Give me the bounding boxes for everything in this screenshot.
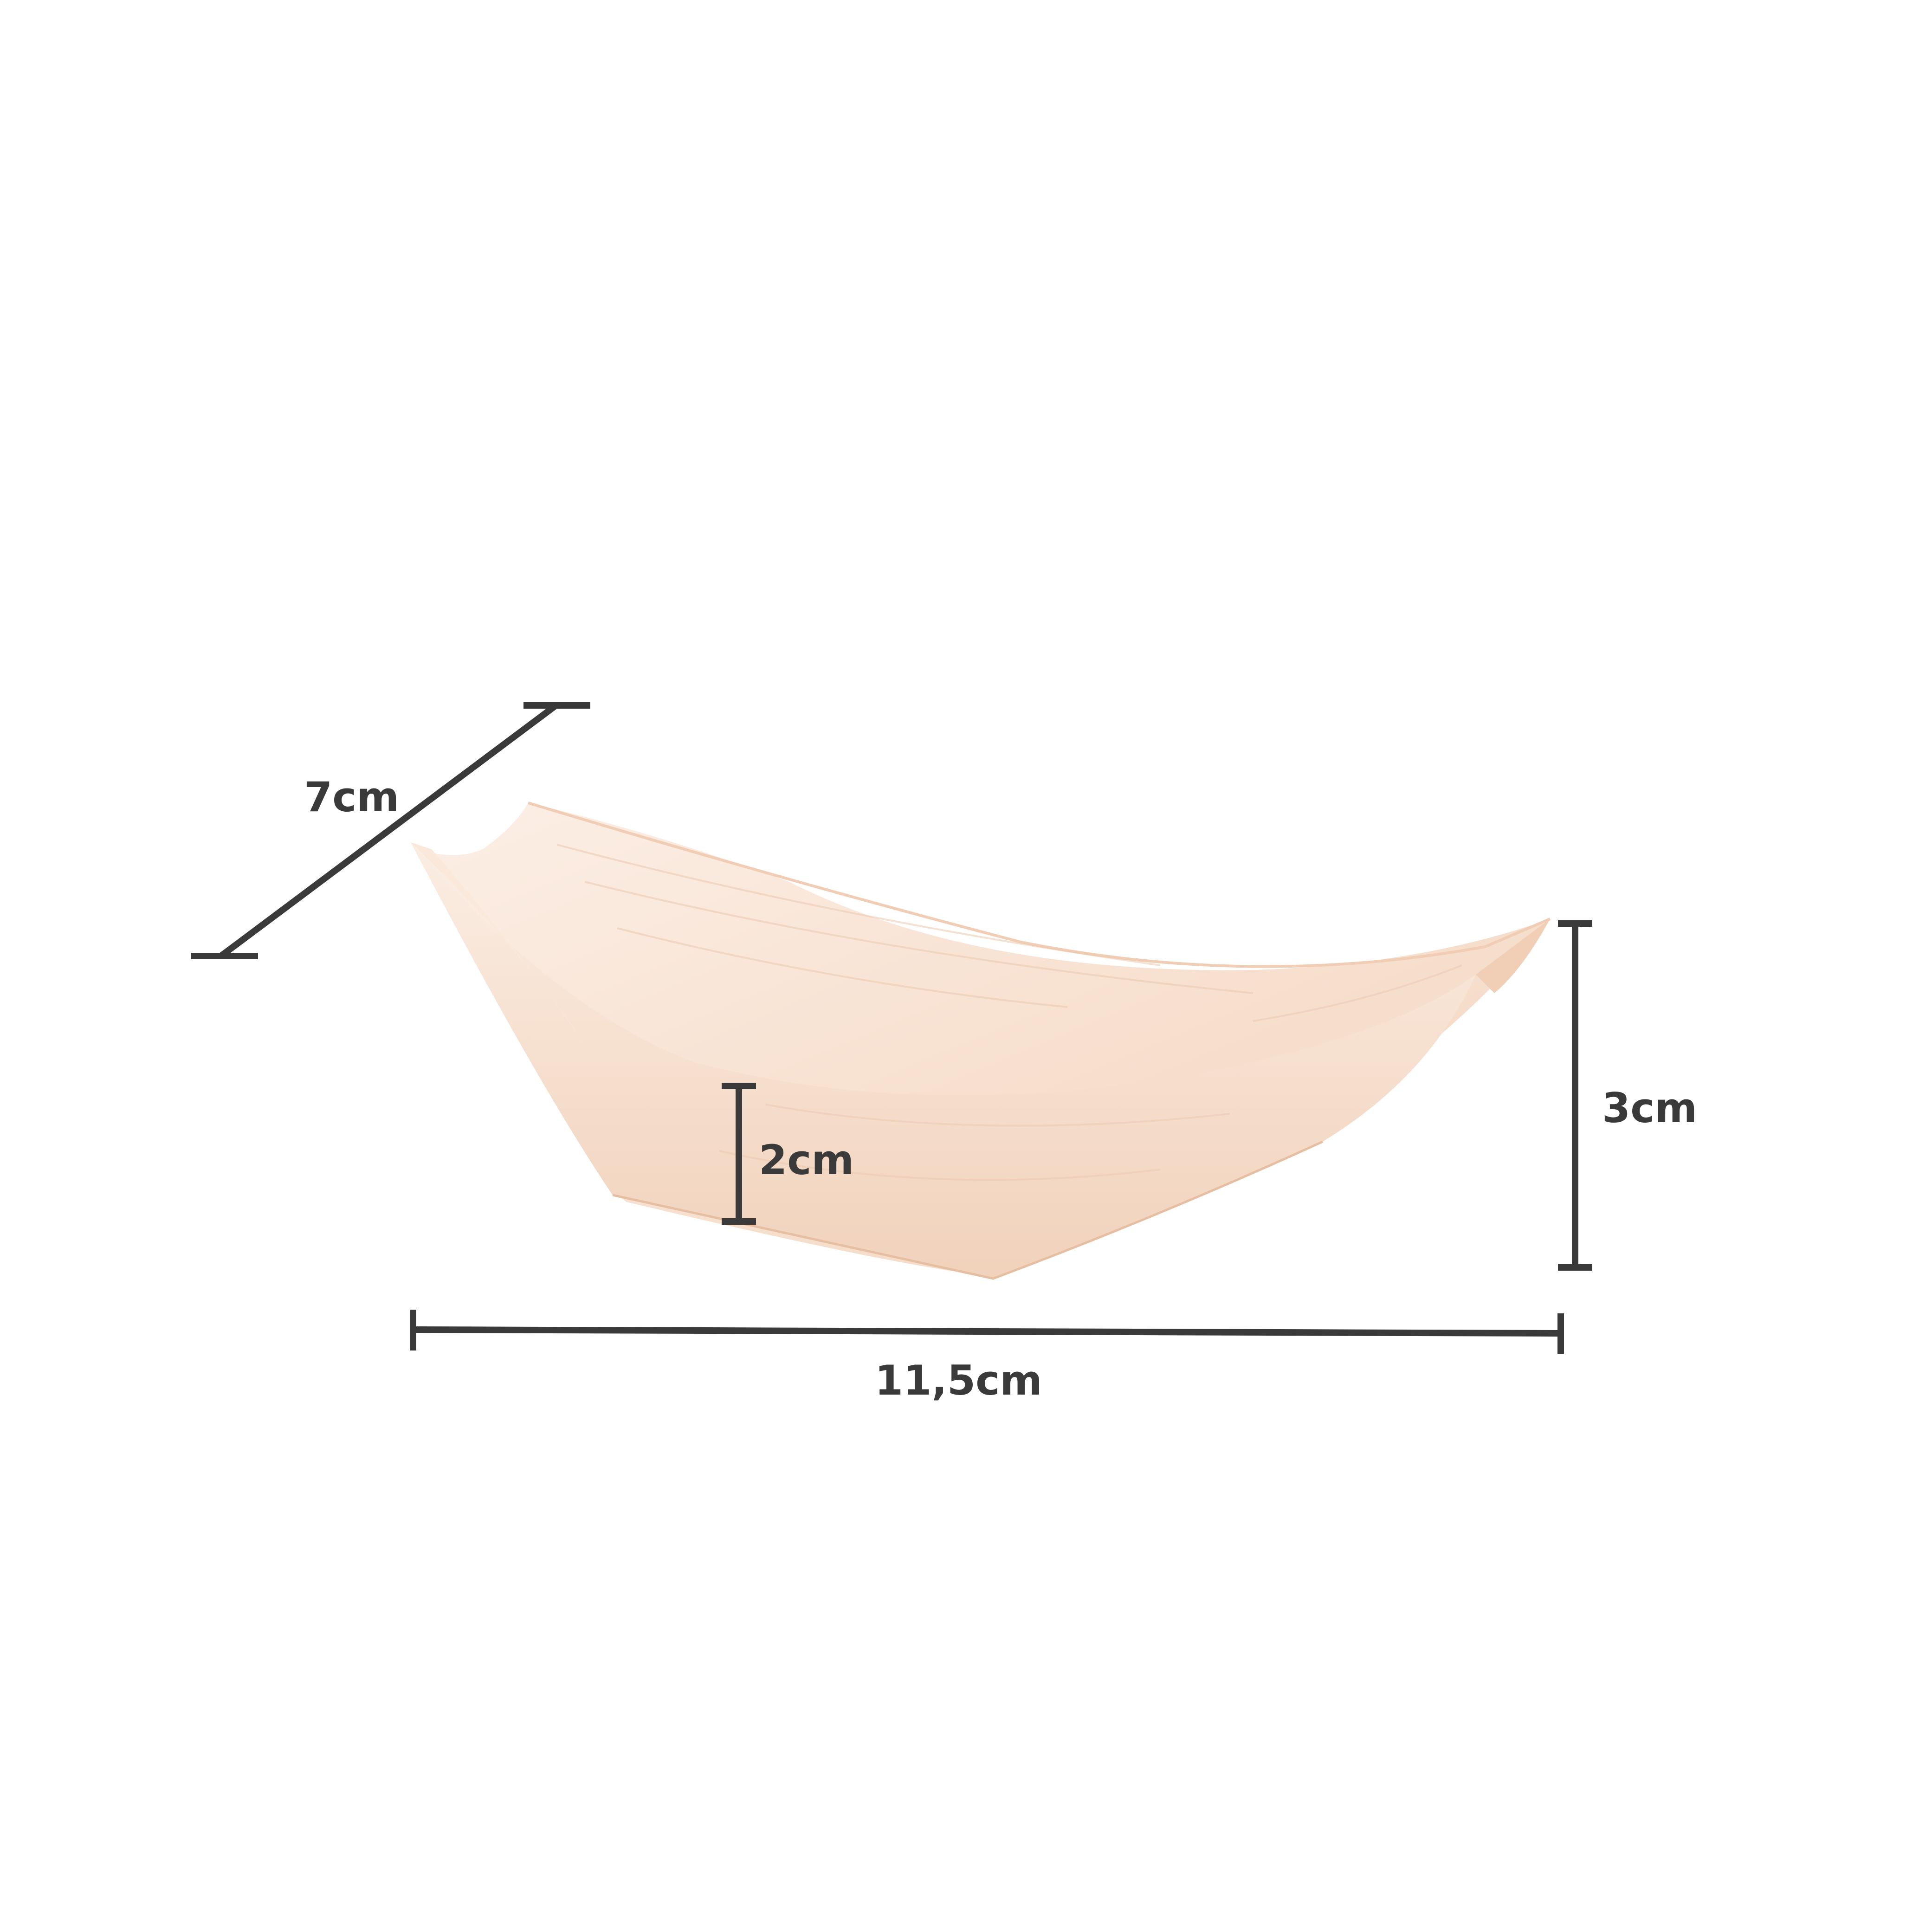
length-dimension bbox=[410, 1310, 1564, 1354]
width-label: 7cm bbox=[304, 773, 399, 821]
length-label: 11,5cm bbox=[875, 1357, 1042, 1404]
width-dimension-line bbox=[219, 703, 558, 959]
boat-front-wall bbox=[411, 842, 1476, 1279]
inner-height-dimension bbox=[722, 1083, 756, 1225]
boat-back-rim bbox=[528, 801, 1551, 968]
wooden-boat-bowl bbox=[411, 801, 1551, 1280]
width-dimension bbox=[191, 702, 590, 959]
length-line bbox=[413, 1326, 1561, 1337]
total-height-dimension bbox=[1558, 920, 1592, 1271]
total-height-label: 3cm bbox=[1602, 1084, 1697, 1132]
boat-right-fold bbox=[1476, 919, 1550, 993]
wood-grain bbox=[556, 844, 1462, 1181]
inner-height-label: 2cm bbox=[759, 1136, 854, 1184]
